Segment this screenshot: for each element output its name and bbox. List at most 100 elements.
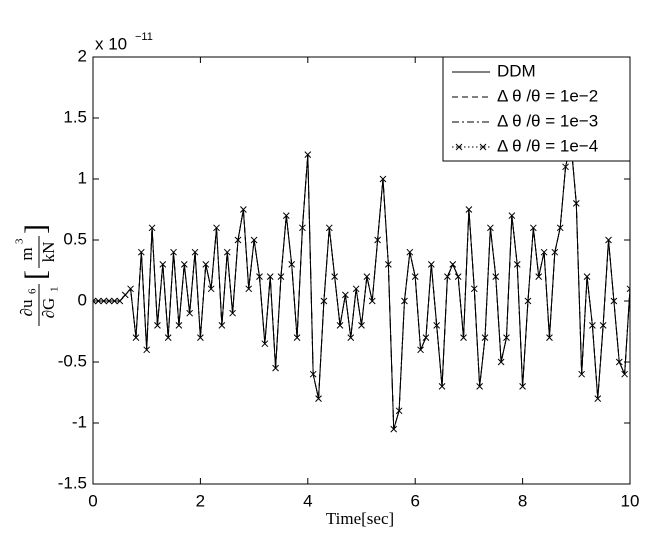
marker xyxy=(304,151,312,158)
marker xyxy=(449,261,457,268)
marker xyxy=(240,206,247,213)
x-tick-label: 8 xyxy=(518,491,527,510)
marker xyxy=(610,297,618,305)
marker xyxy=(202,261,210,268)
marker xyxy=(95,297,102,305)
marker xyxy=(111,297,118,305)
marker xyxy=(325,224,333,232)
marker xyxy=(288,261,296,268)
x-tick-label: 0 xyxy=(88,491,97,510)
marker xyxy=(191,248,199,256)
marker xyxy=(487,224,494,232)
y-tick-label: 0 xyxy=(78,290,87,309)
legend-marker xyxy=(479,143,487,151)
marker xyxy=(282,212,290,219)
marker xyxy=(299,224,306,232)
marker xyxy=(492,273,500,280)
y-tick-label: 2 xyxy=(78,46,87,65)
marker xyxy=(546,334,553,341)
bracket: [ xyxy=(19,270,52,280)
marker xyxy=(368,297,376,305)
marker xyxy=(207,285,215,293)
marker xyxy=(524,297,532,305)
x-tick-label: 2 xyxy=(196,491,205,510)
marker xyxy=(309,370,317,378)
marker xyxy=(562,163,569,171)
marker xyxy=(197,334,204,341)
series-line xyxy=(93,142,630,430)
marker xyxy=(572,200,580,207)
marker xyxy=(170,248,177,256)
marker xyxy=(411,273,419,280)
marker xyxy=(551,248,559,256)
marker xyxy=(583,273,591,280)
x-tick-label: 10 xyxy=(621,491,640,510)
marker xyxy=(331,273,339,280)
marker xyxy=(127,285,134,293)
legend-marker xyxy=(455,143,463,151)
marker xyxy=(100,297,108,305)
marker xyxy=(476,383,483,390)
marker xyxy=(379,175,387,183)
marker xyxy=(535,273,543,280)
y-tick-label: -0.5 xyxy=(58,351,87,370)
marker xyxy=(460,334,467,341)
marker xyxy=(358,322,365,329)
marker xyxy=(621,370,628,378)
marker xyxy=(105,297,113,305)
legend-label: DDM xyxy=(497,61,536,80)
marker xyxy=(229,309,236,317)
y-label-unit-denominator: kN xyxy=(39,242,58,263)
marker xyxy=(363,273,371,280)
marker xyxy=(508,212,516,219)
marker xyxy=(218,322,226,329)
marker xyxy=(336,322,344,329)
marker xyxy=(626,285,630,293)
marker xyxy=(266,273,274,280)
marker xyxy=(116,297,124,305)
marker xyxy=(589,322,596,329)
marker xyxy=(433,322,441,329)
marker xyxy=(175,322,183,329)
marker xyxy=(406,248,414,256)
marker xyxy=(605,236,612,244)
marker xyxy=(481,334,489,341)
y-label-unit-numerator: m xyxy=(17,247,36,260)
marker xyxy=(148,224,156,232)
marker xyxy=(578,370,586,378)
marker xyxy=(599,322,607,329)
marker xyxy=(223,248,231,256)
y-tick-label: 1.5 xyxy=(63,107,87,126)
y-tick-label: -1 xyxy=(72,412,87,431)
marker xyxy=(293,334,301,341)
marker xyxy=(121,291,129,299)
marker xyxy=(315,395,322,402)
marker xyxy=(250,236,258,244)
marker xyxy=(497,358,505,366)
marker xyxy=(374,236,381,244)
plot-frame xyxy=(92,56,631,485)
x-tick-label: 4 xyxy=(303,491,312,510)
legend-label: Δ θ /θ = 1e−2 xyxy=(497,86,598,105)
y-exponent-base: x 10 xyxy=(95,34,127,53)
marker xyxy=(234,236,242,244)
marker xyxy=(256,273,263,280)
marker xyxy=(470,285,478,293)
marker xyxy=(164,334,172,341)
y-label-unit-power: 3 xyxy=(14,238,26,244)
y-exponent-power: −11 xyxy=(135,31,153,43)
marker xyxy=(186,309,194,317)
marker xyxy=(320,297,328,305)
bracket: ] xyxy=(19,224,52,234)
marker xyxy=(540,248,548,256)
marker xyxy=(159,261,167,268)
marker xyxy=(594,395,602,402)
y-label-denominator-sub: 1 xyxy=(49,287,61,293)
marker xyxy=(261,340,269,348)
x-axis-label: Time[sec] xyxy=(326,509,394,528)
marker xyxy=(519,383,526,390)
marker xyxy=(347,334,355,341)
y-label-numerator-sub: 6 xyxy=(27,288,39,294)
